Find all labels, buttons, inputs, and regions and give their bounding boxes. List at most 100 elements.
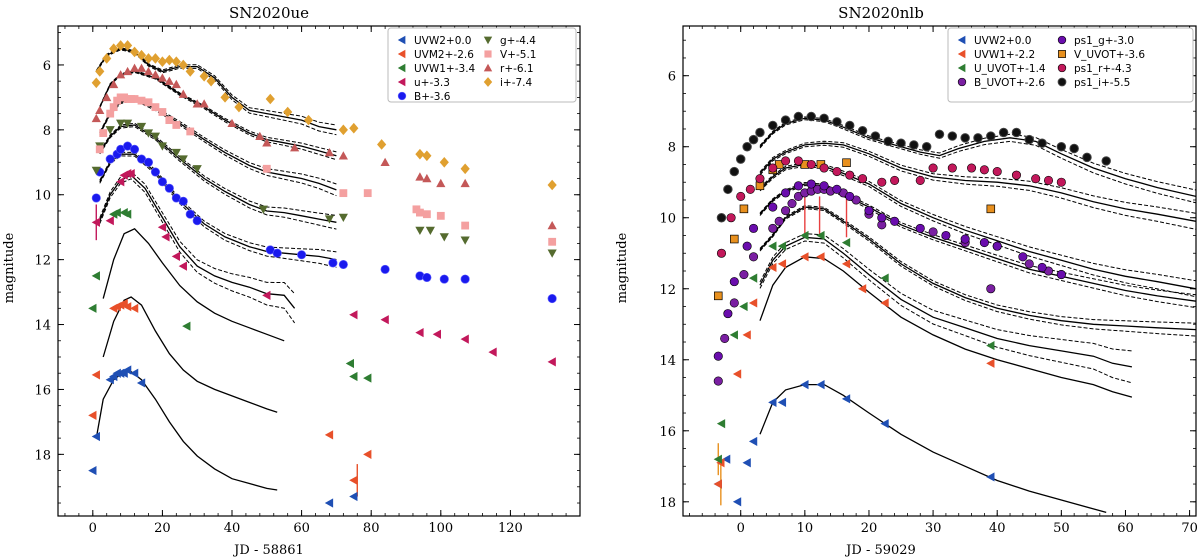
data-point [178,89,188,98]
data-point [185,66,195,77]
data-point [150,167,160,177]
data-point [841,259,851,269]
data-point [998,127,1009,138]
data-point [324,215,335,224]
legend-label: UVW1+-3.4 [414,63,476,75]
model-curve-uvw2 [759,383,1107,514]
legend-label: u+-3.3 [414,77,450,89]
data-point [488,347,497,357]
data-point [883,136,893,147]
data-point [186,127,195,136]
data-point [460,178,470,188]
data-point [436,211,445,220]
model-curve-ps1-r [759,142,1196,222]
data-point [547,179,557,191]
model-uncertainty-ps1-g [759,184,1196,309]
model-curve-uvw1 [102,228,285,342]
model-curve-r [99,70,337,157]
data-point [91,271,100,281]
data-point [732,497,742,507]
y-axis-label: magnitude [615,232,630,303]
series-u-3-3 [91,169,556,367]
data-point [380,264,390,274]
series-ps1-i-5-5 [716,111,1111,223]
series-u-uvot-1-4 [713,230,995,464]
data-point [928,227,938,237]
model-uncertainty-i [95,49,337,136]
data-point [986,284,996,294]
data-point [979,238,989,248]
data-point [425,226,435,236]
data-point [723,309,733,319]
legend-label: UVM2+-2.6 [414,49,474,61]
data-point [729,330,738,340]
x-tick-label: 100 [428,521,453,536]
data-point [748,134,759,145]
legend-label: r+-6.1 [500,63,534,75]
data-point [102,53,112,64]
data-point [986,358,995,368]
data-point [136,378,146,388]
data-point [1056,270,1066,280]
model-uncertainty-v-uvot [759,165,1196,298]
model-uncertainty-v [99,99,337,197]
y-tick-label: 14 [659,354,676,369]
legend-marker [957,49,966,59]
data-point [729,166,740,177]
data-point [844,120,855,131]
legend-box [387,27,577,103]
x-tick-label: 40 [989,521,1006,536]
data-point [787,199,797,209]
data-point [722,454,731,464]
data-point [283,106,293,118]
legend-item-u-3-3: u+-3.3 [397,77,450,89]
data-point [363,373,372,383]
series-uvw1-2-2 [713,252,995,489]
series-uvw2-0-0 [88,365,358,508]
legend-marker [483,63,493,72]
model-uncertainty-u-uvot [759,240,1133,384]
data-point [842,158,851,167]
data-point [91,77,101,89]
model-curve-i [95,48,337,131]
data-point [716,213,727,223]
data-point [1011,127,1022,138]
legend-label: V_UVOT+-3.6 [1074,49,1145,61]
data-point [123,302,132,312]
data-point [165,116,174,125]
legend-label: i+-7.4 [500,77,533,89]
model-uncertainty-r [99,71,337,161]
legend-item-i-7-4: i+-7.4 [483,77,533,89]
legend-marker [957,77,967,87]
data-point [265,93,275,105]
data-point [720,333,730,343]
data-point [143,66,154,76]
chart-title: SN2020ue [229,4,309,22]
data-point [729,298,739,308]
data-point [91,370,100,380]
model-uncertainty-ps1-i [759,116,1196,191]
data-point [164,183,174,193]
data-point [199,99,209,108]
data-point [171,148,181,158]
data-point [129,63,140,72]
data-point [105,216,114,226]
data-point [777,259,787,269]
data-point [986,204,996,214]
data-point [915,223,925,233]
legend-marker [397,77,406,87]
legend-marker [483,77,493,87]
y-tick-label: 12 [659,283,676,298]
data-point [726,213,736,223]
data-point [349,371,358,382]
model-curve-uvw1 [759,256,1133,398]
legend-marker [1057,63,1067,73]
data-point [227,118,237,128]
data-point [339,189,348,198]
data-point [730,234,739,244]
data-point [109,43,119,55]
x-tick-label: 50 [1053,521,1070,536]
data-point [143,129,154,138]
data-point [1011,170,1021,180]
series-b-3-6 [91,141,557,304]
